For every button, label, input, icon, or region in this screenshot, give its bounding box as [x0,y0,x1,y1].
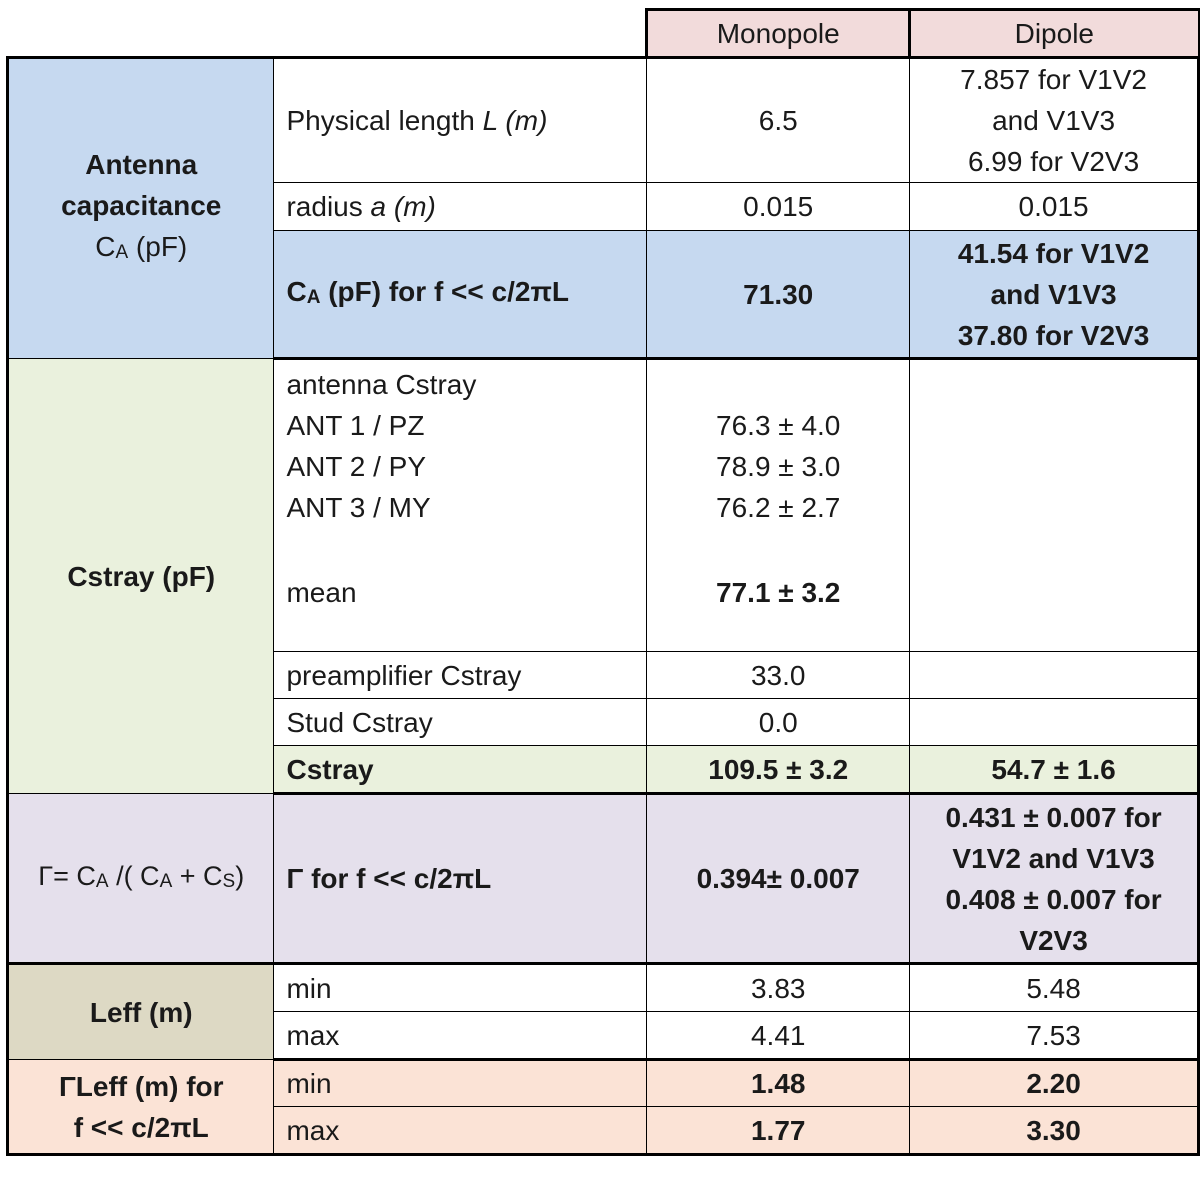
value-gleff-min-dipole: 2.20 [909,1059,1200,1107]
value-ca-monopole: 71.30 [646,230,911,360]
label-leff-max: max [273,1011,648,1061]
value-antenna-cstray-dipole [909,358,1200,652]
value-length-dipole: 7.857 for V1V2 and V1V3 6.99 for V2V3 [909,56,1200,183]
value-length-monopole: 6.5 [646,56,911,183]
value-gleff-min-monopole: 1.48 [646,1059,911,1107]
label-leff-min: min [273,963,648,1012]
col-header-dipole: Dipole [908,8,1200,58]
value-radius-monopole: 0.015 [646,182,911,231]
section-label-leff: Leff (m) [5,963,275,1060]
value-antenna-cstray-monopole: 76.3 ± 4.0 78.9 ± 3.0 76.2 ± 2.7 77.1 ± … [646,358,911,652]
label-gleff-min: min [273,1059,648,1107]
value-radius-dipole: 0.015 [909,182,1200,231]
value-stud-dipole [909,698,1200,746]
col-header-monopole: Monopole [645,8,911,58]
value-leff-min-monopole: 3.83 [646,963,911,1012]
row-physical-length: Antenna capacitance CA (pF) Physical len… [5,56,1200,359]
header-row: Monopole Dipole [7,8,1200,58]
label-preamp-cstray: preamplifier Cstray [273,651,648,699]
value-cstray-total-dipole: 54.7 ± 1.6 [909,745,1200,795]
value-gamma-dipole: 0.431 ± 0.007 for V1V2 and V1V3 0.408 ± … [909,793,1200,965]
row-gamma: Γ= CA /( CA + CS) Γ for f << c/2πL 0.394… [5,793,1200,965]
section-label-gamma: Γ= CA /( CA + CS) [5,793,275,965]
parameter-table-container: Monopole Dipole Antenna capacitance CA (… [5,8,1200,1156]
row-cstray-total: Cstray 109.5 ± 3.2 54.7 ± 1.6 [8,745,1200,795]
value-preamp-monopole: 33.0 [646,651,911,699]
section-label-antenna-capacitance: Antenna capacitance CA (pF) [5,56,275,359]
label-gleff-max: max [273,1106,648,1156]
value-ca-dipole: 41.54 for V1V2 and V1V3 37.80 for V2V3 [909,230,1200,360]
value-cstray-total-monopole: 109.5 ± 3.2 [646,745,911,795]
label-physical-length: Physical length L (m) [273,56,648,183]
label-antenna-cstray: antenna Cstray ANT 1 / PZ ANT 2 / PY ANT… [273,358,648,652]
section-label-cstray: Cstray (pF) [5,358,275,794]
value-leff-max-dipole: 7.53 [909,1011,1200,1061]
antenna-parameter-table: Monopole Dipole Antenna capacitance CA (… [5,8,1200,1156]
value-stud-monopole: 0.0 [646,698,911,746]
value-gleff-max-dipole: 3.30 [909,1106,1200,1156]
row-leff-min: Leff (m) min 3.83 5.48 [5,963,1200,1060]
label-gamma: Γ for f << c/2πL [273,793,648,965]
value-gleff-max-monopole: 1.77 [646,1106,911,1156]
row-gleff-min: ΓLeff (m) for f << c/2πL min 1.48 2.20 [5,1059,1200,1156]
value-gamma-monopole: 0.394± 0.007 [646,793,911,965]
label-radius: radius a (m) [273,182,648,231]
row-leff-max: max 4.41 7.53 [8,1011,1200,1061]
value-leff-min-dipole: 5.48 [909,963,1200,1012]
value-preamp-dipole [909,651,1200,699]
row-gleff-max: max 1.77 3.30 [8,1106,1200,1156]
label-cstray-total: Cstray [273,745,648,795]
row-preamp-cstray: preamplifier Cstray 33.0 [8,651,1200,699]
section-label-gamma-leff: ΓLeff (m) for f << c/2πL [5,1059,275,1156]
label-ca: CA (pF) for f << c/2πL [273,230,648,360]
row-stud-cstray: Stud Cstray 0.0 [8,698,1200,746]
value-leff-max-monopole: 4.41 [646,1011,911,1061]
label-stud-cstray: Stud Cstray [273,698,648,746]
row-ca: CA (pF) for f << c/2πL 71.30 41.54 for V… [8,230,1200,360]
row-antenna-cstray: Cstray (pF) antenna Cstray ANT 1 / PZ AN… [5,358,1200,794]
